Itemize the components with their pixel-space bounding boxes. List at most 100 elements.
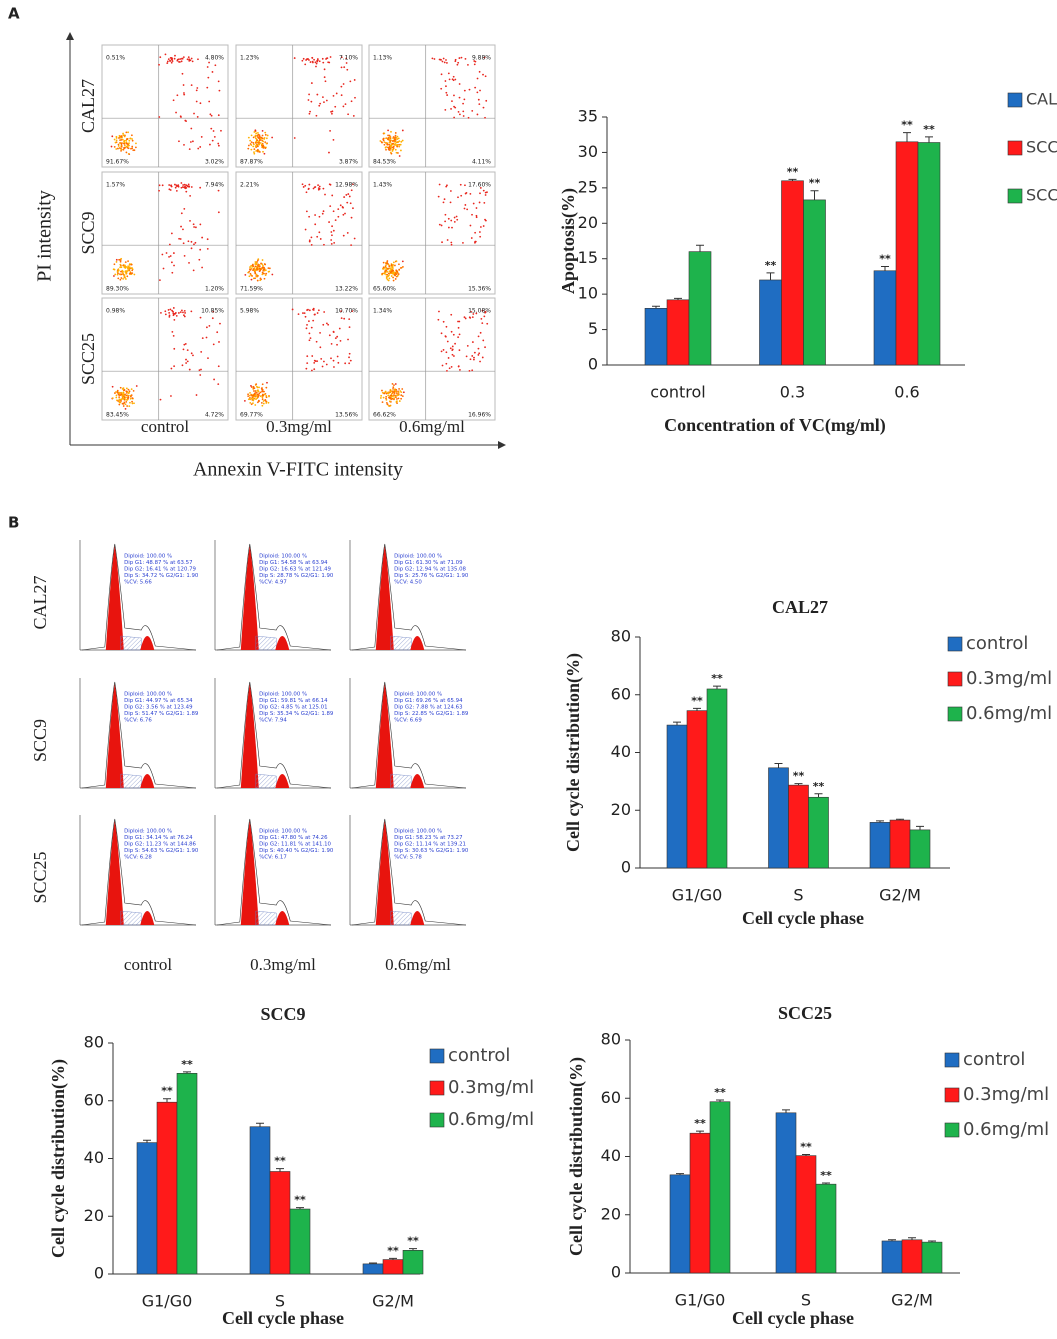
- event-dot: [123, 275, 126, 278]
- event-dot: [342, 213, 345, 216]
- event-dot: [115, 139, 118, 142]
- event-dot: [330, 357, 332, 360]
- quadrant-value: 1.34%: [373, 308, 392, 315]
- bar: [775, 1112, 797, 1274]
- event-dot: [348, 362, 351, 365]
- event-dot: [401, 129, 404, 132]
- event-dot: [128, 405, 131, 408]
- legend-swatch: [947, 671, 963, 687]
- bar: [909, 829, 931, 869]
- event-dot: [183, 92, 185, 94]
- significance-label: **: [793, 770, 805, 783]
- event-dot: [252, 397, 255, 400]
- event-dot: [441, 364, 444, 367]
- event-dot: [458, 96, 461, 99]
- event-dot: [159, 398, 162, 401]
- event-dot: [201, 337, 204, 340]
- event-dot: [170, 61, 173, 64]
- g1-peak: [375, 684, 394, 788]
- event-dot: [115, 258, 118, 261]
- event-dot: [120, 391, 123, 394]
- event-dot: [123, 139, 126, 142]
- event-dot: [402, 265, 404, 268]
- event-dot: [122, 277, 125, 280]
- event-dot: [322, 61, 325, 64]
- row-label: CAL27: [30, 576, 50, 630]
- event-dot: [265, 395, 268, 397]
- event-dot: [249, 401, 252, 404]
- event-dot: [252, 402, 254, 405]
- error-bar: [674, 297, 682, 300]
- event-dot: [131, 145, 134, 148]
- event-dot: [122, 389, 125, 392]
- event-dot: [385, 142, 388, 145]
- event-dot: [247, 395, 250, 398]
- event-dot: [450, 313, 453, 316]
- event-dot: [457, 110, 460, 113]
- model-stat: %CV: 6.17: [259, 855, 287, 861]
- event-dot: [398, 145, 401, 148]
- quadrant-value: 2.21%: [240, 182, 259, 189]
- event-dot: [469, 192, 472, 195]
- model-stat: Dip G1: 69.26 % at 65.94: [394, 698, 463, 704]
- event-dot: [308, 183, 311, 186]
- bar: [917, 142, 941, 366]
- event-dot: [184, 343, 187, 345]
- x-axis-title: Cell cycle phase: [742, 908, 864, 928]
- event-dot: [120, 138, 123, 141]
- bar: [869, 822, 891, 869]
- y-tick-label: 5: [588, 319, 598, 338]
- event-dot: [449, 190, 452, 192]
- event-dot: [249, 266, 251, 268]
- x-tick-label: G1/G0: [142, 1292, 193, 1311]
- event-dot: [395, 260, 398, 263]
- event-dot: [250, 397, 253, 400]
- event-dot: [254, 277, 256, 280]
- legend-label: SCC9: [1026, 138, 1057, 157]
- event-dot: [346, 232, 349, 234]
- bar: [759, 279, 782, 366]
- event-dot: [185, 120, 187, 123]
- event-dot: [122, 403, 125, 405]
- event-dot: [124, 396, 127, 399]
- event-dot: [471, 109, 474, 112]
- event-dot: [127, 131, 130, 134]
- event-dot: [319, 346, 322, 349]
- event-dot: [464, 57, 467, 60]
- event-dot: [257, 132, 259, 134]
- error-bar: [925, 136, 933, 143]
- event-dot: [484, 194, 487, 196]
- event-dot: [133, 273, 136, 276]
- quadrant-value: 9.88%: [472, 55, 491, 62]
- event-dot: [394, 274, 397, 277]
- panel-label: B: [8, 514, 19, 532]
- event-dot: [172, 313, 175, 316]
- event-dot: [390, 270, 393, 273]
- event-dot: [180, 225, 182, 228]
- event-dot: [257, 275, 259, 277]
- y-axis-title: Cell cycle distribution(%): [563, 653, 584, 852]
- event-dot: [451, 226, 453, 229]
- event-dot: [388, 267, 391, 270]
- event-dot: [206, 247, 209, 250]
- x-tick-label: S: [793, 886, 803, 905]
- event-dot: [263, 277, 266, 280]
- event-dot: [457, 336, 460, 339]
- model-stat: Dip G2: 16.41 % at 120.79: [124, 567, 196, 573]
- event-dot: [397, 397, 400, 400]
- event-dot: [189, 195, 192, 197]
- bar: [895, 141, 919, 366]
- event-dot: [208, 100, 211, 103]
- event-dot: [400, 394, 403, 397]
- event-dot: [433, 58, 436, 60]
- event-dot: [199, 223, 202, 226]
- event-dot: [467, 63, 469, 66]
- y-tick-label: 0: [611, 1263, 621, 1282]
- event-dot: [305, 191, 308, 194]
- event-dot: [256, 135, 259, 137]
- event-dot: [124, 276, 126, 279]
- legend-label: CAL27: [1026, 90, 1057, 109]
- model-stat: Dip S: 35.34 % G2/G1: 1.89: [259, 711, 334, 717]
- event-dot: [471, 369, 474, 372]
- event-dot: [459, 369, 461, 371]
